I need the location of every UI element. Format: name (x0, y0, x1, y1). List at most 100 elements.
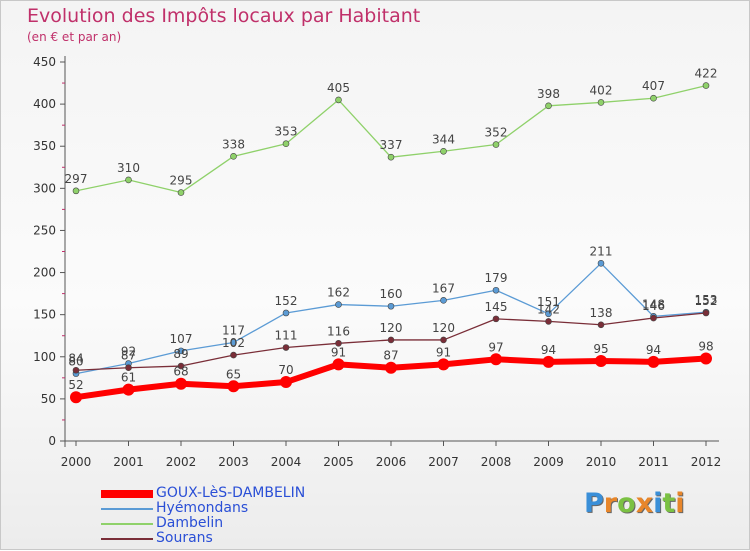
x-tick-label: 2010 (586, 455, 617, 469)
data-point (492, 286, 500, 294)
data-point (335, 340, 342, 347)
data-label: 402 (590, 83, 613, 97)
data-label: 160 (380, 287, 403, 301)
data-point (335, 301, 342, 308)
proxiti-logo: Proxiti (584, 488, 685, 519)
data-label: 405 (327, 81, 350, 95)
data-label: 179 (485, 271, 508, 285)
data-point (72, 187, 80, 195)
logo-letter: i (653, 488, 663, 519)
data-label: 91 (331, 345, 346, 359)
data-label: 61 (121, 371, 136, 385)
legend-label: Sourans (156, 530, 213, 546)
x-tick-label: 2003 (218, 455, 249, 469)
data-label: 70 (278, 363, 293, 377)
x-tick-label: 2005 (323, 455, 354, 469)
logo-letter: x (635, 488, 654, 519)
data-label: 107 (170, 332, 193, 346)
logo-letter: r (603, 488, 618, 519)
data-point (647, 355, 660, 368)
legend-swatch (101, 490, 153, 498)
data-label: 94 (646, 343, 661, 357)
data-label: 138 (590, 306, 613, 320)
data-point (230, 351, 237, 359)
data-point (387, 302, 395, 310)
y-tick-label: 0 (48, 434, 56, 448)
logo-letter: i (675, 488, 685, 519)
data-point (440, 297, 447, 304)
y-tick-label: 50 (41, 392, 56, 406)
data-label: 338 (222, 137, 245, 151)
data-label: 111 (275, 329, 298, 343)
data-point (335, 96, 342, 104)
x-tick-label: 2008 (481, 455, 512, 469)
y-tick-label: 250 (33, 223, 56, 237)
data-label: 68 (173, 365, 188, 379)
x-tick-label: 2000 (61, 455, 92, 469)
x-tick-label: 2011 (638, 455, 669, 469)
x-tick-label: 2009 (533, 455, 564, 469)
data-point (387, 336, 395, 344)
data-label: 167 (432, 281, 455, 295)
data-point (280, 376, 292, 389)
data-label: 92 (121, 345, 136, 359)
data-point (177, 189, 185, 196)
y-tick-label: 100 (33, 350, 56, 364)
legend-swatch (101, 508, 153, 510)
data-point (230, 153, 237, 160)
data-point (385, 361, 397, 374)
data-point (702, 82, 710, 89)
data-label: 398 (537, 87, 560, 101)
data-label: 102 (222, 336, 245, 350)
logo-letter: t (662, 488, 676, 519)
data-label: 353 (275, 125, 298, 139)
data-point (597, 99, 605, 106)
data-point (492, 315, 500, 323)
data-label: 310 (117, 161, 140, 175)
chart-title: Evolution des Impôts locaux par Habitant (27, 5, 421, 27)
data-point (595, 354, 607, 367)
data-label: 211 (590, 244, 613, 258)
x-tick-label: 2007 (428, 455, 459, 469)
legend-label: GOUX-LèS-DAMBELIN (156, 485, 306, 501)
data-label: 91 (436, 345, 451, 359)
legend-swatch (101, 523, 153, 525)
data-point (492, 141, 500, 148)
x-tick-label: 2002 (166, 455, 197, 469)
data-label: 89 (173, 347, 188, 361)
x-tick-label: 2012 (691, 455, 722, 469)
data-point (542, 355, 555, 368)
data-label: 407 (642, 79, 665, 93)
data-point (282, 140, 290, 147)
data-point (437, 358, 450, 371)
data-label: 117 (222, 323, 245, 337)
data-label: 94 (541, 343, 556, 357)
y-tick-label: 300 (33, 181, 56, 195)
data-point (122, 383, 135, 396)
data-label: 120 (432, 321, 455, 335)
x-tick-label: 2004 (271, 455, 302, 469)
chart-subtitle: (en € et par an) (27, 30, 122, 44)
data-label: 80 (68, 355, 83, 369)
legend-label: Dambelin (156, 515, 224, 531)
data-point (72, 366, 80, 374)
x-tick-label: 2006 (376, 455, 407, 469)
data-label: 152 (275, 294, 298, 308)
data-label: 297 (65, 172, 88, 186)
data-point (125, 176, 132, 184)
data-label: 120 (380, 321, 403, 335)
data-label: 352 (485, 126, 508, 140)
data-label: 142 (537, 302, 560, 316)
data-point (545, 310, 552, 318)
data-point (177, 362, 185, 370)
y-tick-label: 400 (33, 97, 56, 111)
data-label: 153 (695, 293, 718, 307)
data-point (227, 380, 240, 393)
data-point (282, 344, 290, 351)
logo-letter: P (584, 488, 604, 519)
data-label: 87 (121, 349, 136, 363)
x-tick-label: 2001 (113, 455, 144, 469)
y-tick-label: 200 (33, 266, 56, 280)
data-point (387, 153, 395, 161)
